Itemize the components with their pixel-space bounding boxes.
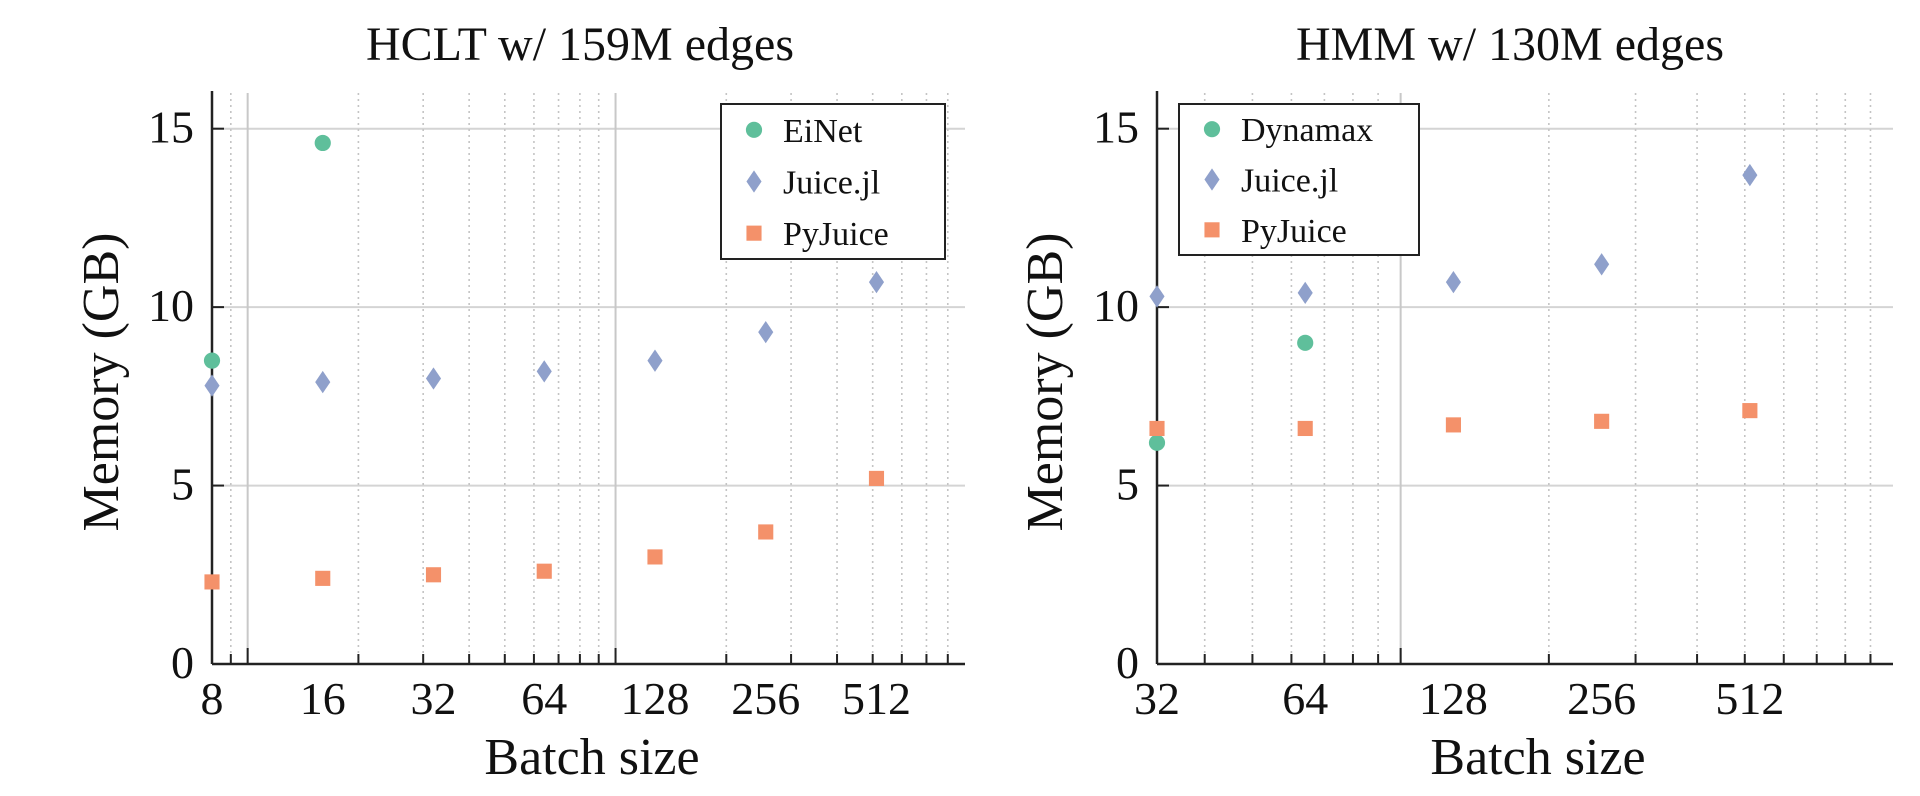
data-points [1148,163,1758,451]
legend-label: Juice.jl [783,165,880,202]
y-axis-label: Memory (GB) [1017,233,1074,532]
pyjuice-point [1445,417,1461,433]
y-tick-label: 15 [1093,102,1139,153]
chart-title: HMM w/ 130M edges [1296,18,1724,71]
pyjuice-point [425,567,442,583]
juice-jl-point [1149,285,1165,308]
x-tick-label: 64 [521,673,567,724]
juice-jl-point [315,370,331,394]
einet-point [203,352,221,369]
juice-jl-point [868,270,885,294]
legend-marker [1204,168,1220,191]
pyjuice-point [758,524,774,540]
juice-jl-point [758,320,774,344]
chart-hclt: HCLT w/ 159M edges 8 16 32 64 128 256 512 0 5 10… [73,18,965,786]
x-tick-label: 32 [1134,673,1180,724]
y-tick-label: 5 [171,459,194,510]
juice-jl-point [1445,270,1461,294]
pyjuice-point [868,470,885,486]
y-tick-label: 5 [1116,459,1139,510]
x-tick-label: 64 [1282,673,1328,724]
juice-jl-point [1594,253,1610,276]
legend-marker [746,225,762,241]
juice-jl-point [536,360,552,383]
juice-jl-point [1297,281,1313,305]
chart-title: HCLT w/ 159M edges [366,18,794,71]
y-tick-labels: 0 5 10 15 [148,102,194,688]
juice-jl-point [425,367,442,390]
x-tick-label: 128 [1419,673,1488,724]
x-tick-label: 256 [731,673,800,724]
y-tick-label: 0 [171,637,194,688]
pyjuice-point [1149,420,1165,437]
x-axis-label: Batch size [1430,729,1645,786]
legend-label: EiNet [783,113,863,150]
x-axis-label: Batch size [484,729,699,786]
x-tick-labels: 8 16 32 64 128 256 512 [201,673,911,724]
pyjuice-point [1297,420,1313,437]
pyjuice-point [1594,413,1610,429]
x-tick-label: 16 [300,673,346,724]
x-tick-labels: 32 64 128 256 512 [1134,673,1784,724]
chart-hmm: HMM w/ 130M edges 32 64 128 256 512 0 5 10 15 B… [1017,18,1893,786]
x-tick-label: 32 [410,673,456,724]
juice-jl-point [647,349,663,372]
juice-jl-point [1742,163,1758,187]
x-tick-label: 128 [620,673,689,724]
pyjuice-point [1742,403,1758,419]
juice-jl-point [204,374,220,397]
x-tick-label: 256 [1567,673,1636,724]
pyjuice-point [204,574,220,590]
legend-marker [1204,222,1220,238]
y-tick-label: 10 [148,280,194,331]
legend-label: PyJuice [1241,213,1347,250]
data-points [203,134,885,590]
einet-point [314,134,331,152]
y-axis-label: Memory (GB) [73,233,130,532]
grid [1157,93,1893,664]
axes [1155,91,1893,666]
pyjuice-point [315,570,331,586]
x-tick-label: 8 [201,673,224,724]
legend-marker [1203,121,1221,138]
dynamax-point [1148,434,1166,451]
y-tick-label: 15 [148,102,194,153]
x-tick-label: 512 [842,673,911,724]
grid [212,93,965,664]
dynamax-point [1297,334,1314,351]
legend-label: PyJuice [783,216,889,253]
pyjuice-point [536,563,552,579]
legend-marker [745,121,763,138]
y-tick-label: 10 [1093,280,1139,331]
legend-marker [746,170,762,193]
legend: Dynamax Juice.jl PyJuice [1178,103,1420,256]
legend-label: Dynamax [1241,112,1373,149]
legend: EiNet Juice.jl PyJuice [720,103,946,260]
y-tick-label: 0 [1116,637,1139,688]
pyjuice-point [647,549,663,565]
legend-label: Juice.jl [1241,163,1338,200]
x-tick-label: 512 [1715,673,1784,724]
y-tick-labels: 0 5 10 15 [1093,102,1139,688]
